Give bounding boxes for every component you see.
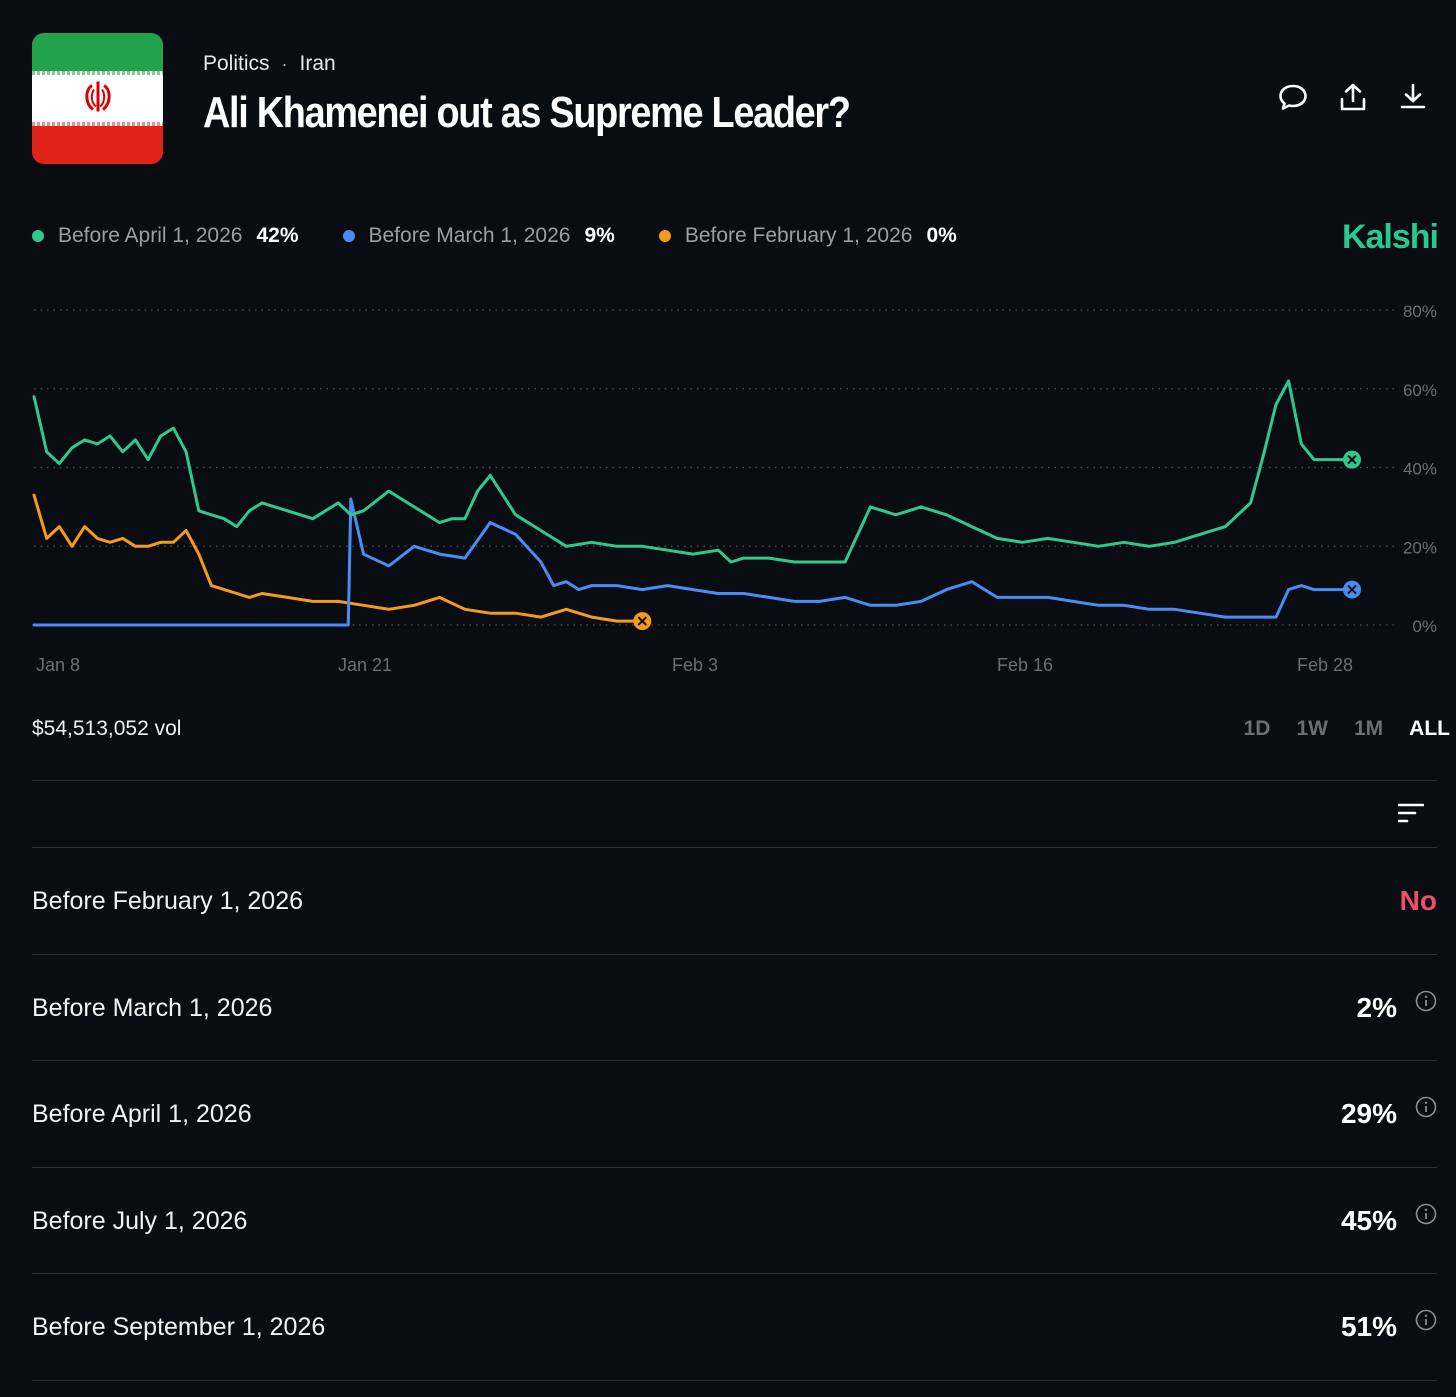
info-icon[interactable]: [1415, 1309, 1437, 1331]
market-label: Before February 1, 2026: [32, 886, 303, 915]
market-chance: 51%: [1340, 1311, 1397, 1342]
legend-item-february[interactable]: Before February 1, 2026 0%: [658, 224, 957, 248]
series-line: [32, 497, 1354, 627]
market-label: Before March 1, 2026: [32, 993, 273, 1022]
x-tick-label: Jan 21: [338, 655, 392, 675]
market-chance: 2%: [1356, 992, 1397, 1023]
breadcrumb-category[interactable]: Politics: [203, 52, 270, 75]
market-chance: 29%: [1340, 1098, 1397, 1129]
legend-item-march[interactable]: Before March 1, 2026 9%: [342, 224, 615, 248]
info-icon[interactable]: [1415, 1203, 1437, 1225]
series-end-marker-x: [1347, 584, 1357, 595]
legend-label: Before April 1, 2026: [58, 224, 243, 247]
breadcrumb: Politics · Iran: [203, 52, 336, 76]
legend-swatch: [342, 230, 355, 242]
market-row-feb[interactable]: Before February 1, 2026 No: [32, 847, 1437, 954]
legend-swatch: [658, 230, 671, 242]
legend-value: 9%: [584, 224, 615, 247]
download-icon[interactable]: [1398, 82, 1428, 112]
range-1d-button[interactable]: 1D: [1243, 717, 1271, 740]
breadcrumb-separator: ·: [281, 53, 288, 74]
volume-text: $54,513,052 vol: [32, 717, 182, 740]
market-label: Before April 1, 2026: [32, 1099, 252, 1128]
legend-value: 42%: [256, 224, 299, 247]
market-result: No: [1399, 885, 1437, 916]
legend-swatch: [32, 230, 44, 242]
series-end-marker-x: [637, 616, 648, 626]
divider: [32, 780, 1437, 781]
sort-icon[interactable]: [1397, 803, 1425, 828]
series-end-marker-x: [1347, 454, 1357, 465]
y-tick-label: 60%: [1403, 381, 1437, 400]
x-tick-label: Feb 28: [1297, 655, 1353, 675]
y-tick-label: 80%: [1403, 302, 1437, 321]
comment-icon[interactable]: [1278, 82, 1308, 112]
page-title: Ali Khamenei out as Supreme Leader?: [203, 88, 851, 137]
legend-item-april[interactable]: Before April 1, 2026 42%: [32, 224, 299, 248]
range-1w-button[interactable]: 1W: [1296, 717, 1328, 740]
y-tick-label: 40%: [1403, 460, 1437, 479]
share-icon[interactable]: [1338, 82, 1368, 112]
y-tick-label: 20%: [1403, 538, 1437, 557]
series-line: [32, 379, 1354, 564]
legend-value: 0%: [926, 224, 957, 247]
x-tick-label: Feb 3: [672, 655, 718, 675]
iran-emblem-icon: [80, 79, 116, 118]
range-1m-button[interactable]: 1M: [1353, 717, 1384, 740]
x-tick-label: Feb 16: [997, 655, 1053, 675]
info-icon[interactable]: [1415, 1096, 1437, 1118]
market-label: Before July 1, 2026: [32, 1206, 248, 1235]
range-all-button[interactable]: ALL: [1409, 717, 1450, 740]
kalshi-logo: Kalshi: [1341, 218, 1439, 256]
chart-legend: Before April 1, 2026 42% Before March 1,…: [32, 224, 1001, 248]
market-row-apr[interactable]: Before April 1, 2026 29%: [32, 1060, 1437, 1167]
x-tick-label: Jan 8: [36, 655, 80, 675]
market-chance: 45%: [1340, 1205, 1397, 1236]
time-range-selector: 1D 1W 1M ALL: [1244, 717, 1450, 741]
series-line: [32, 493, 644, 623]
market-label: Before September 1, 2026: [32, 1312, 326, 1341]
iran-flag-image: [32, 33, 163, 164]
market-row-jul[interactable]: Before July 1, 2026 45%: [32, 1167, 1437, 1274]
market-row-mar[interactable]: Before March 1, 2026 2%: [32, 954, 1437, 1061]
divider: [32, 1380, 1437, 1381]
legend-label: Before March 1, 2026: [368, 224, 571, 247]
y-tick-label: 0%: [1412, 617, 1437, 636]
legend-label: Before February 1, 2026: [684, 224, 913, 247]
price-history-chart[interactable]: 0% 20% 40% 60% 80% Jan 8 Jan 21 Feb 3 Feb 16 Feb …: [0, 280, 1456, 690]
market-row-sep[interactable]: Before September 1, 2026 51%: [32, 1273, 1437, 1380]
info-icon[interactable]: [1415, 990, 1437, 1012]
breadcrumb-subcategory[interactable]: Iran: [299, 52, 336, 75]
